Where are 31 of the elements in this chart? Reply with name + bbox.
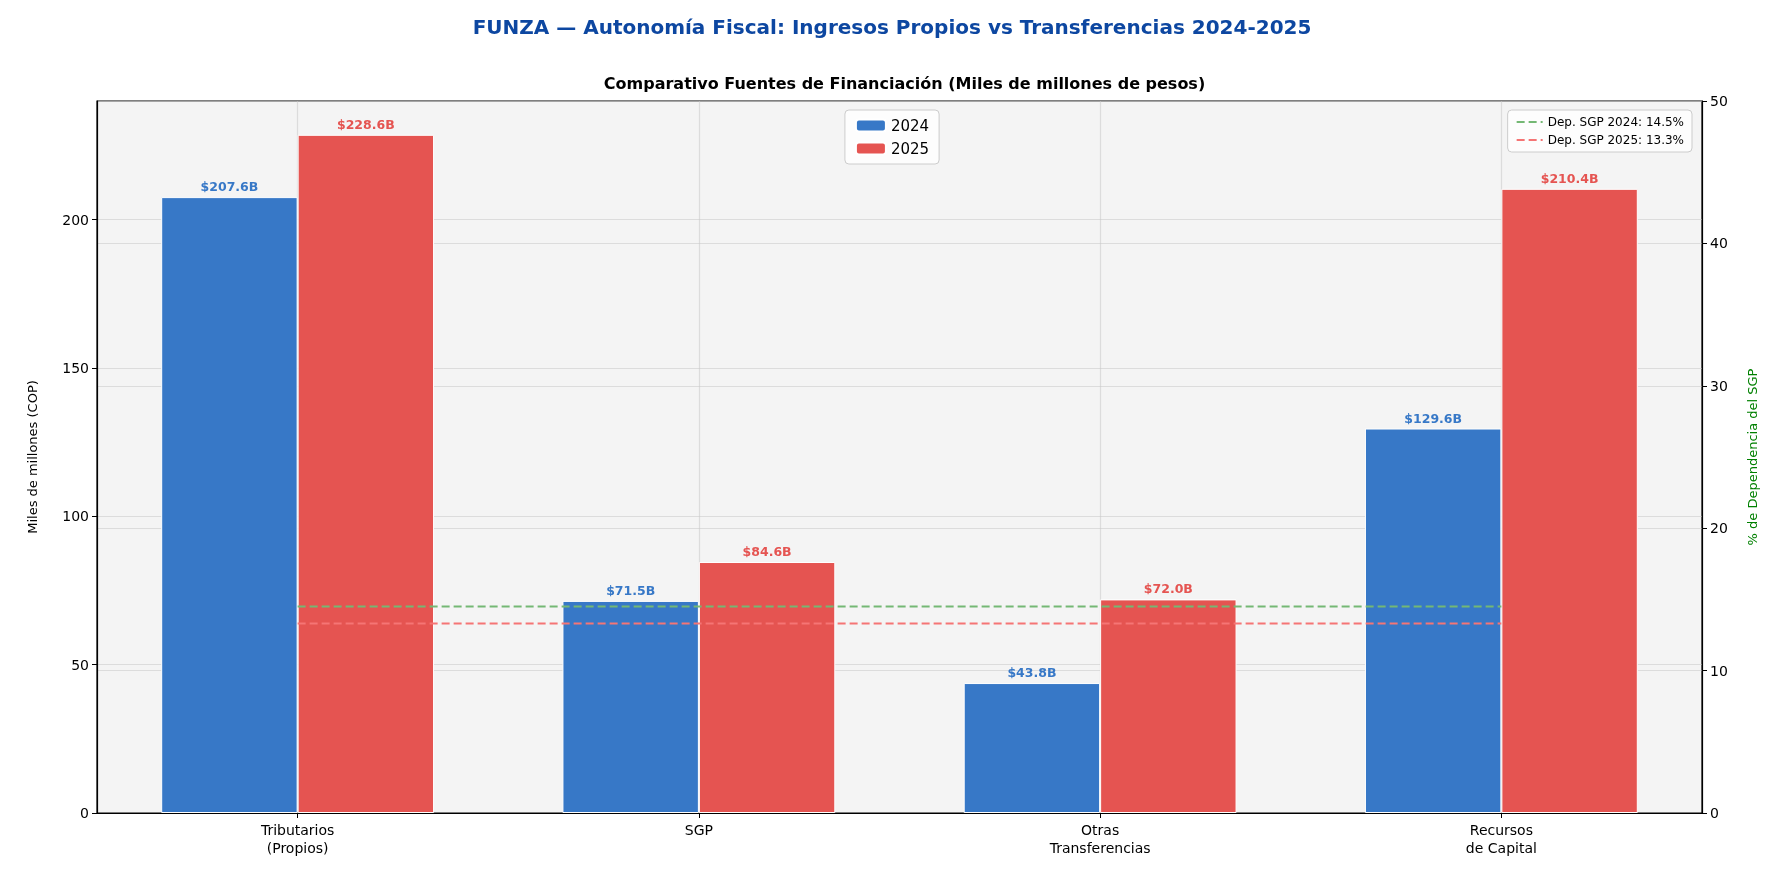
data-label: $228.6B — [336, 116, 395, 132]
x-tick-label: SGP — [684, 822, 713, 838]
chart-subtitle: Comparativo Fuentes de Financiación (Miles de millones de pesos) — [603, 73, 1206, 93]
x-tick-label: Otras Transferencias — [1048, 822, 1151, 856]
data-label: $129.6B — [1404, 410, 1463, 426]
data-label: $72.0B — [1143, 581, 1193, 597]
y-tick-label: 150 — [62, 360, 89, 376]
x-tick-label: Recursos de Capital — [1465, 822, 1537, 856]
data-label: $43.8B — [1007, 665, 1057, 681]
legend-label: 2025 — [890, 139, 930, 158]
y2-tick-label: 40 — [1710, 235, 1728, 252]
chart-title: FUNZA — Autonomía Fiscal: Ingresos Propios vs Transferencias 2024-2025 — [472, 15, 1312, 39]
data-label: $84.6B — [742, 544, 792, 560]
y-axis-title: Miles de millones (COP) — [25, 380, 40, 534]
y2-tick-label: 30 — [1710, 377, 1728, 394]
data-label: $210.4B — [1540, 170, 1599, 186]
y2-axis-title: % de Dependencia del SGP — [1745, 368, 1760, 546]
data-label: $71.5B — [606, 582, 656, 598]
y-tick-label: 200 — [62, 211, 89, 228]
y2-tick-label: 10 — [1710, 662, 1728, 679]
y2-tick-label: 20 — [1710, 520, 1728, 537]
legend-label: 2024 — [890, 116, 930, 135]
x-tick-label: Tributarios (Propios) — [259, 822, 335, 856]
y-tick-label: 0 — [80, 805, 89, 821]
y-tick-label: 100 — [62, 508, 89, 525]
y2-tick-label: 50 — [1710, 93, 1728, 109]
data-label: $207.6B — [200, 179, 259, 195]
y-tick-label: 50 — [71, 656, 89, 673]
legend-label: Dep. SGP 2025: 13.3% — [1547, 133, 1685, 147]
y2-tick-label: 0 — [1710, 805, 1719, 821]
legend-label: Dep. SGP 2024: 14.5% — [1547, 115, 1685, 129]
